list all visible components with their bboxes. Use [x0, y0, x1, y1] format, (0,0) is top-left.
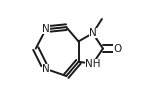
Text: N: N — [42, 24, 50, 34]
Text: NH: NH — [85, 59, 100, 69]
Text: N: N — [42, 64, 50, 74]
Text: N: N — [89, 28, 97, 38]
Text: O: O — [113, 44, 121, 54]
